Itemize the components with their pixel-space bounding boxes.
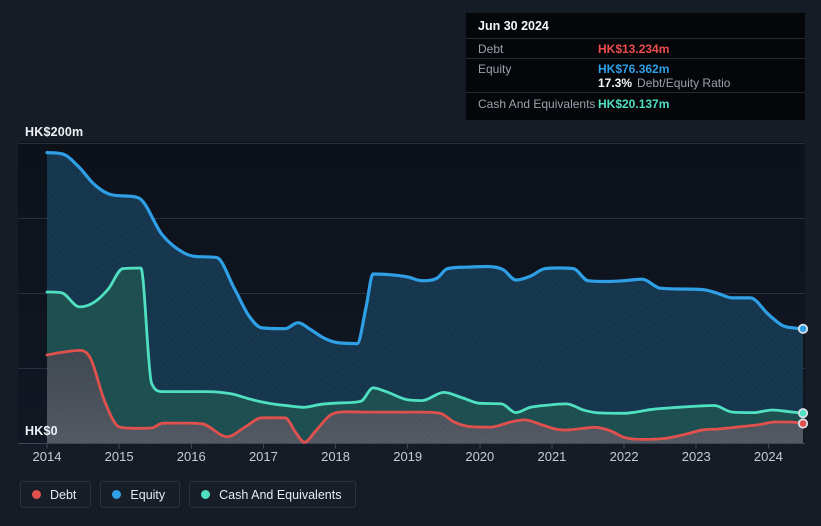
x-tick-label-2015: 2015 — [105, 449, 134, 464]
tooltip-equity-value: HK$76.362m — [598, 62, 669, 76]
chart-legend: Debt Equity Cash And Equivalents — [20, 481, 356, 508]
x-tick-label-2023: 2023 — [682, 449, 711, 464]
tooltip-debt-value: HK$13.234m — [598, 42, 669, 56]
tooltip-ratio-value: 17.3% — [598, 76, 632, 90]
legend-equity-label: Equity — [130, 488, 165, 502]
x-tick-label-2017: 2017 — [249, 449, 278, 464]
x-tick-label-2014: 2014 — [33, 449, 62, 464]
tooltip-debt-label: Debt — [478, 42, 598, 56]
debt-equity-history-page: { "tooltip": { "date": "Jun 30 2024", "d… — [0, 0, 821, 526]
tooltip-ratio-label: Debt/Equity Ratio — [637, 76, 730, 90]
tooltip-cash-label: Cash And Equivalents — [478, 97, 598, 111]
cash-endpoint-dot[interactable] — [799, 409, 807, 417]
tooltip-ratio-row: 17.3% Debt/Equity Ratio — [466, 76, 805, 93]
tooltip-date: Jun 30 2024 — [478, 19, 549, 33]
legend-item-debt[interactable]: Debt — [20, 481, 91, 508]
legend-item-cash[interactable]: Cash And Equivalents — [189, 481, 356, 508]
x-tick-label-2020: 2020 — [465, 449, 494, 464]
x-tick-label-2022: 2022 — [610, 449, 639, 464]
tooltip-equity-row: Equity HK$76.362m — [466, 59, 805, 76]
tooltip-cash-value: HK$20.137m — [598, 97, 669, 111]
x-tick-label-2021: 2021 — [537, 449, 566, 464]
debt-dot-icon — [32, 490, 41, 499]
y-axis-zero-label: HK$0 — [25, 424, 58, 438]
tooltip-cash-row: Cash And Equivalents HK$20.137m — [466, 93, 805, 116]
x-tick-label-2024: 2024 — [754, 449, 783, 464]
tooltip-equity-label: Equity — [478, 62, 598, 76]
chart-tooltip: Jun 30 2024 Debt HK$13.234m Equity HK$76… — [466, 13, 805, 120]
debt-endpoint-dot[interactable] — [799, 419, 807, 427]
tooltip-debt-row: Debt HK$13.234m — [466, 39, 805, 59]
y-axis-top-label: HK$200m — [25, 125, 83, 139]
x-tick-label-2019: 2019 — [393, 449, 422, 464]
legend-item-equity[interactable]: Equity — [100, 481, 180, 508]
x-tick-label-2016: 2016 — [177, 449, 206, 464]
equity-dot-icon — [112, 490, 121, 499]
cash-dot-icon — [201, 490, 210, 499]
legend-cash-label: Cash And Equivalents — [219, 488, 341, 502]
x-tick-label-2018: 2018 — [321, 449, 350, 464]
legend-debt-label: Debt — [50, 488, 76, 502]
equity-endpoint-dot[interactable] — [799, 325, 807, 333]
